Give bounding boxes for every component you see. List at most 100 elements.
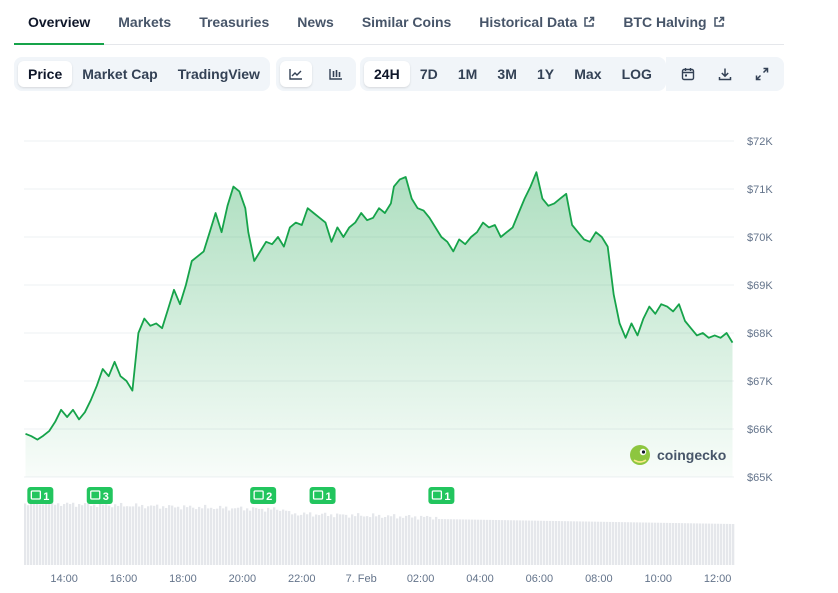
volume-bar <box>54 504 57 565</box>
volume-bar <box>591 521 594 565</box>
volume-bar <box>603 521 606 565</box>
range-1y-button[interactable]: 1Y <box>537 66 555 82</box>
volume-bar <box>378 514 381 565</box>
volume-bar <box>732 524 735 565</box>
time-range-group: 24H 7D 1M 3M 1Y Max LOG <box>360 57 666 91</box>
volume-bar <box>276 509 279 565</box>
volume-bar <box>75 506 78 565</box>
volume-bar <box>246 508 249 565</box>
volume-bar <box>519 520 522 565</box>
range-max-button[interactable]: Max <box>574 66 602 82</box>
volume-bar <box>555 521 558 565</box>
news-marker-count: 1 <box>444 491 450 503</box>
volume-bar <box>222 508 225 565</box>
volume-bar <box>723 523 726 565</box>
volume-bar <box>234 508 237 565</box>
volume-bar <box>291 514 294 565</box>
volume-bar <box>273 507 276 565</box>
volume-bar <box>327 515 330 565</box>
volume-bar <box>192 507 195 565</box>
news-marker[interactable]: 1 <box>309 487 336 504</box>
volume-bar <box>492 519 495 565</box>
volume-bar <box>309 512 312 565</box>
volume-bar <box>402 517 405 565</box>
volume-bar <box>150 505 153 565</box>
external-link-icon <box>707 16 725 28</box>
tab-historical-data[interactable]: Historical Data <box>465 0 609 44</box>
volume-bar <box>480 519 483 565</box>
tab-overview[interactable]: Overview <box>14 0 105 45</box>
tab-treasuries[interactable]: Treasuries <box>185 0 283 44</box>
volume-bar <box>720 523 723 565</box>
chart-toolbar: Price Market Cap TradingView 24H 7D 1M 3M 1Y Ma… <box>0 57 838 91</box>
news-icon <box>312 490 324 500</box>
volume-bar <box>306 514 309 565</box>
volume-bar <box>177 506 180 565</box>
tab-label: BTC Halving <box>623 14 707 30</box>
news-marker[interactable]: 1 <box>428 487 455 504</box>
volume-bar <box>165 507 168 565</box>
volume-bar <box>117 505 120 565</box>
download-button[interactable] <box>709 61 741 87</box>
volume-bar <box>645 522 648 565</box>
range-log-button[interactable]: LOG <box>621 66 652 82</box>
candlestick-chart-button[interactable] <box>320 61 352 87</box>
volume-bar <box>471 519 474 565</box>
tab-markets[interactable]: Markets <box>104 0 185 44</box>
volume-bar <box>237 507 240 565</box>
volume-bar <box>312 516 315 565</box>
news-marker[interactable]: 3 <box>86 487 113 504</box>
volume-bar <box>594 521 597 565</box>
chart-type-tradingview-button[interactable]: TradingView <box>177 66 260 82</box>
volume-bar <box>582 521 585 565</box>
volume-bar <box>579 521 582 565</box>
volume-bar <box>420 515 423 565</box>
x-tick-label: 14:00 <box>50 573 78 585</box>
volume-bar <box>30 501 33 565</box>
range-1m-button[interactable]: 1M <box>457 66 478 82</box>
price-area <box>25 172 733 477</box>
volume-bar <box>264 511 267 565</box>
volume-bar <box>204 504 207 565</box>
chart-type-price-button[interactable]: Price <box>18 61 73 87</box>
volume-bar <box>564 521 567 565</box>
volume-bar <box>576 521 579 565</box>
range-24h-button[interactable]: 24H <box>364 61 410 87</box>
volume-bar <box>657 522 660 565</box>
volume-bar <box>639 522 642 565</box>
volume-bar <box>339 514 342 565</box>
x-tick-label: 04:00 <box>466 573 494 585</box>
volume-bar <box>48 504 51 565</box>
volume-bar <box>240 506 243 565</box>
volume-bar <box>456 519 459 565</box>
news-marker[interactable]: 1 <box>27 487 54 504</box>
volume-bar <box>633 522 636 565</box>
volume-bar <box>453 519 456 565</box>
volume-bar <box>69 504 72 565</box>
news-icon <box>431 490 443 500</box>
volume-bar <box>696 523 699 565</box>
volume-bar <box>147 506 150 565</box>
volume-bar <box>183 505 186 565</box>
tab-similar-coins[interactable]: Similar Coins <box>348 0 465 44</box>
tab-news[interactable]: News <box>283 0 348 44</box>
volume-bar <box>699 523 702 565</box>
volume-bar <box>369 517 372 565</box>
volume-bar <box>126 506 129 565</box>
range-3m-button[interactable]: 3M <box>497 66 517 82</box>
range-7d-button[interactable]: 7D <box>419 66 438 82</box>
price-line[interactable] <box>25 171 734 441</box>
x-tick-label: 20:00 <box>229 573 257 585</box>
volume-bar <box>336 513 339 565</box>
chart-type-market-cap-button[interactable]: Market Cap <box>82 66 158 82</box>
volume-bar <box>219 505 222 565</box>
volume-bar <box>570 521 573 565</box>
x-tick-label: 08:00 <box>585 573 613 585</box>
tab-btc-halving[interactable]: BTC Halving <box>609 0 738 44</box>
news-marker[interactable]: 2 <box>250 487 277 504</box>
expand-button[interactable] <box>746 61 778 87</box>
line-chart-button[interactable] <box>280 61 312 87</box>
volume-bar <box>678 523 681 565</box>
volume-bar <box>636 522 639 565</box>
calendar-button[interactable] <box>672 61 704 87</box>
